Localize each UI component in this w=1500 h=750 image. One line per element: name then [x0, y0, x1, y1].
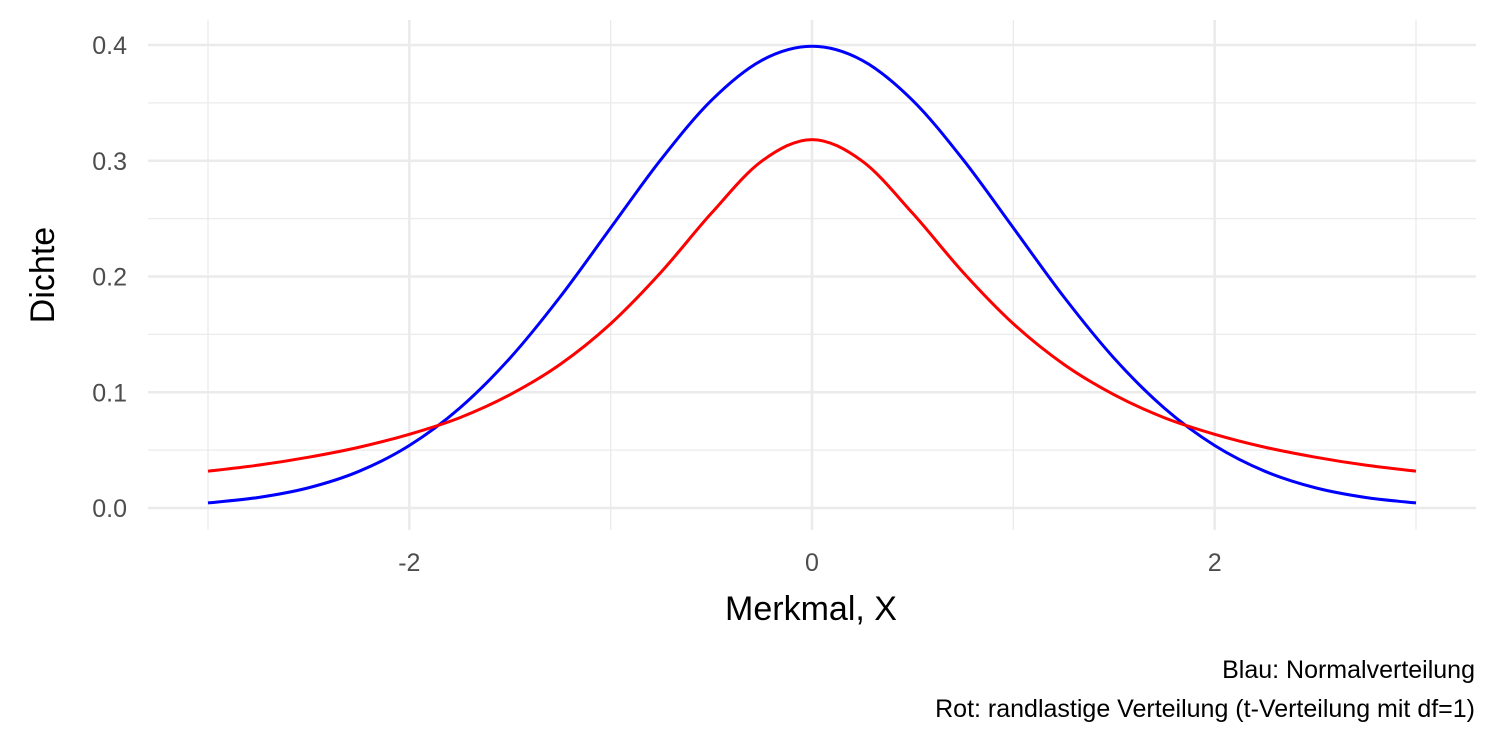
x-tick-label: 0	[805, 549, 819, 577]
y-tick-label: 0.0	[92, 495, 127, 523]
x-tick-labels: -2 0 2	[398, 549, 1221, 577]
y-tick-label: 0.2	[92, 264, 127, 292]
y-tick-labels: 0.0 0.1 0.2 0.3 0.4	[92, 32, 127, 523]
caption-line-2: Rot: randlastige Verteilung (t-Verteilun…	[935, 695, 1475, 723]
y-tick-label: 0.1	[92, 379, 127, 407]
x-tick-label: -2	[398, 549, 420, 577]
red-density-line	[207, 138, 1417, 473]
y-axis-title: Dichte	[24, 227, 62, 323]
y-tick-label: 0.4	[92, 32, 127, 60]
x-tick-label: 2	[1208, 549, 1222, 577]
caption-line-1: Blau: Normalverteilung	[1222, 656, 1475, 684]
x-axis-title: Merkmal, X	[725, 590, 897, 628]
grid	[148, 20, 1476, 530]
blue-density-line	[207, 44, 1417, 505]
y-tick-label: 0.3	[92, 148, 127, 176]
series-lines	[207, 44, 1417, 505]
